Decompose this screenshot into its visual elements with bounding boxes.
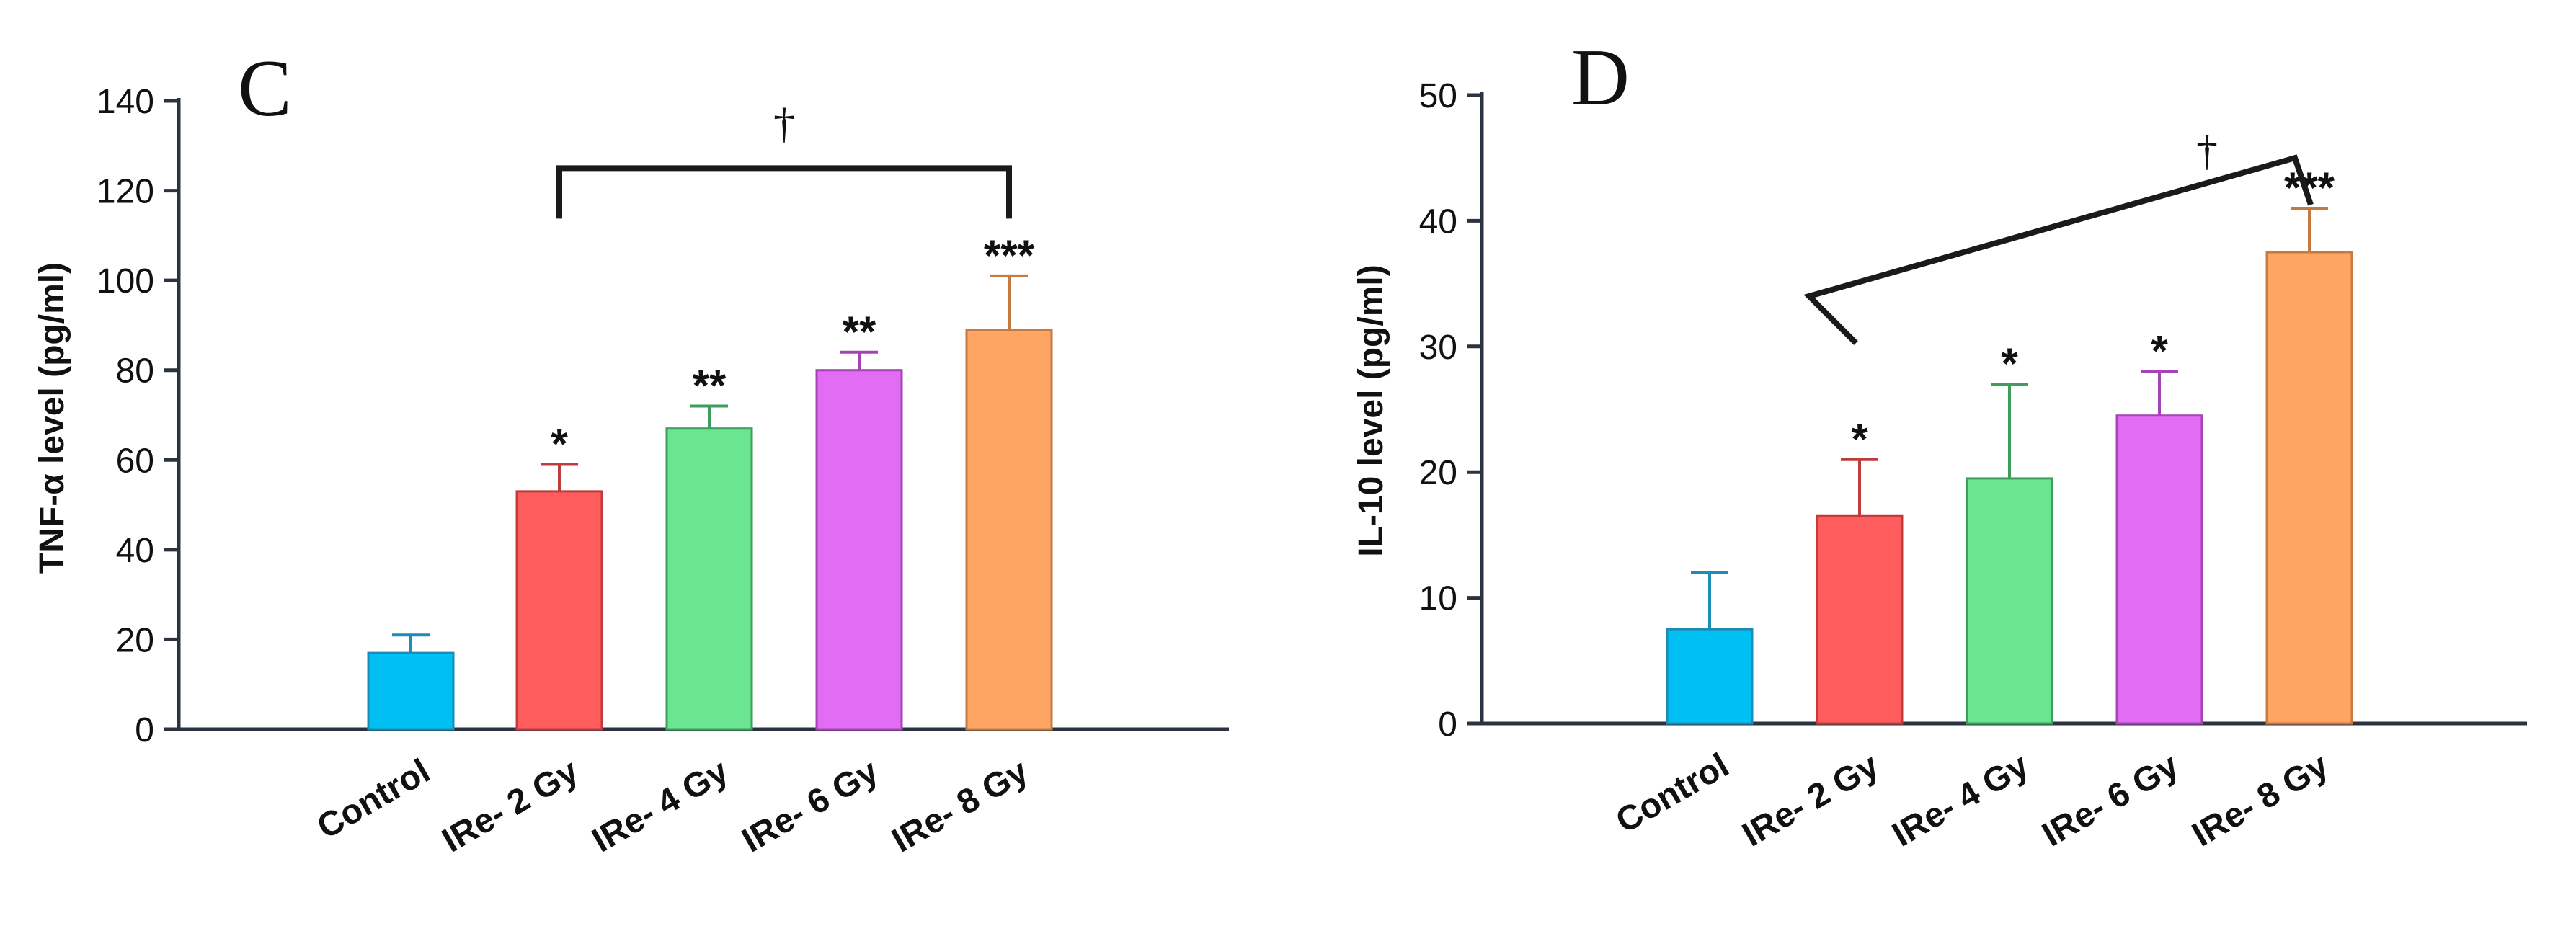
panel-c-tnf-alpha-chart: C TNF-α level (pg/ml) 0 20 40 60 80 100 120 140… (33, 44, 1229, 860)
panel-c-bracket-dagger: † (773, 99, 795, 147)
panel-d-bar-1 (1816, 514, 1904, 725)
panel-d-bracket-dagger: † (2196, 127, 2218, 174)
panel-d-significance-label: * (1851, 415, 1868, 463)
panel-c-y-tick-label: 80 (116, 352, 154, 391)
panel-c-bar-1 (515, 490, 603, 731)
panel-d-y-tick-label: 20 (1419, 454, 1457, 492)
panel-c-bar-0 (367, 651, 455, 731)
panel-d-bar-2 (1966, 477, 2053, 725)
panel-c-bar-4 (965, 329, 1053, 731)
panel-c-y-tick-label: 40 (116, 532, 154, 570)
panel-c-letter: C (238, 44, 292, 133)
panel-d-category-label: IRe- 6 Gy (2036, 746, 2185, 854)
panel-c-category-label: IRe- 8 Gy (886, 752, 1035, 860)
panel-d-significance-label: * (2151, 327, 2168, 375)
panel-d-y-tick-label: 50 (1419, 77, 1457, 115)
panel-c-y-tick-label: 140 (97, 83, 154, 121)
panel-d-category-label: Control (1609, 747, 1735, 841)
panel-d-letter: D (1571, 33, 1630, 122)
panel-c-y-axis-title: TNF-α level (pg/ml) (33, 262, 71, 574)
panel-c-bar-3 (815, 369, 903, 731)
panel-d-significance-label: * (2001, 339, 2018, 388)
panel-d-y-axis-title: IL-10 level (pg/ml) (1352, 264, 1390, 556)
panel-d-category-label: IRe- 4 Gy (1886, 746, 2035, 854)
panel-c-category-label: Control (311, 752, 436, 847)
panel-c-y-tick-label: 100 (97, 262, 154, 300)
panel-c-significance-label: ** (693, 362, 727, 410)
panel-d-bar-0 (1666, 628, 1754, 725)
panel-d-y-tick-label: 10 (1419, 580, 1457, 618)
panel-d-bar-4 (2265, 251, 2353, 725)
panel-d-category-label: IRe- 8 Gy (2186, 746, 2335, 854)
panel-c-category-label: IRe- 4 Gy (586, 752, 735, 860)
panel-c-y-tick-label: 120 (97, 173, 154, 211)
panel-c-category-label: IRe- 6 Gy (736, 752, 885, 860)
panel-c-category-label: IRe- 2 Gy (436, 752, 585, 860)
panel-d-category-label: IRe- 2 Gy (1736, 746, 1886, 854)
panel-c-significance-label: * (551, 420, 568, 468)
panel-d-bar-3 (2115, 414, 2203, 725)
panel-d-y-tick-label: 0 (1438, 705, 1457, 744)
panel-c-y-tick-label: 60 (116, 442, 154, 480)
panel-c-comparison-bracket (556, 165, 1012, 219)
panel-d-y-tick-label: 30 (1419, 329, 1457, 367)
panel-d-y-tick-label: 40 (1419, 202, 1457, 241)
panel-c-significance-label: *** (984, 231, 1035, 280)
panel-c-significance-label: ** (843, 308, 876, 356)
panel-d-il10-chart: D IL-10 level (pg/ml) 0 10 20 30 40 50 Control… (1352, 33, 2527, 855)
panel-c-bar-2 (665, 427, 753, 731)
panel-d-comparison-bracket (1803, 154, 2314, 345)
panel-c-y-tick-label: 0 (135, 711, 154, 749)
panel-c-y-tick-label: 20 (116, 621, 154, 659)
